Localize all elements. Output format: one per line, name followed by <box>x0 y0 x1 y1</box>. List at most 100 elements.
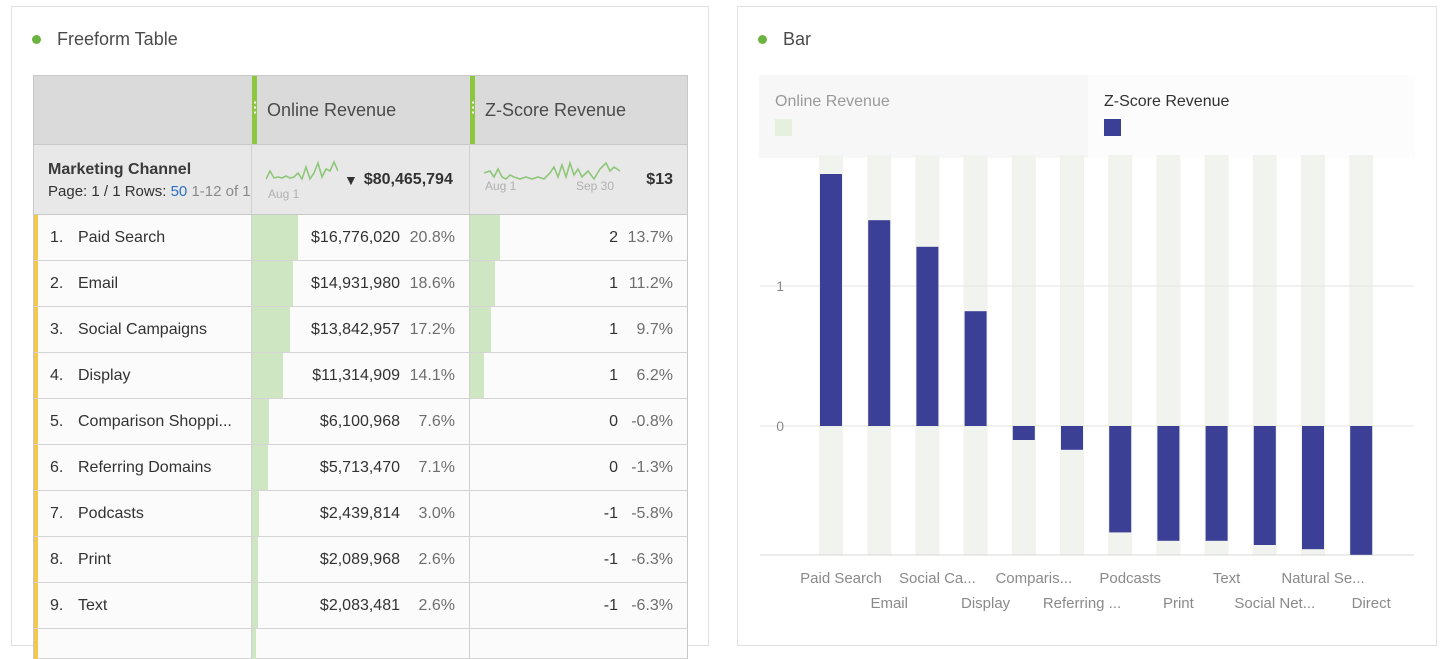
sparkline-start-label: Aug 1 <box>485 179 517 193</box>
row-revenue: $2,083,481 <box>319 596 400 614</box>
legend-label: Z-Score Revenue <box>1104 93 1230 110</box>
total-revenue: ▼ $80,465,794 <box>344 171 453 189</box>
row-revenue: $6,100,968 <box>319 412 400 430</box>
row-revenue: $13,842,957 <box>311 320 400 338</box>
panel-header: Freeform Table <box>32 29 178 50</box>
bar <box>964 311 987 426</box>
row-dimension-item[interactable]: Podcasts <box>78 504 144 522</box>
row-dimension-item[interactable]: Social Campaigns <box>78 320 207 338</box>
column-drag-handle-icon[interactable] <box>470 76 475 144</box>
panel-title[interactable]: Freeform Table <box>57 29 178 49</box>
revenue-bar-fill <box>252 537 258 582</box>
bar <box>1157 426 1180 541</box>
revenue-bar-fill <box>252 445 268 490</box>
status-dot-icon <box>758 35 767 44</box>
table-row[interactable]: 9. Text $2,083,481 2.6% -1 -6.3% <box>33 583 688 629</box>
legend-item-online-revenue[interactable]: Online Revenue <box>759 75 1088 158</box>
panel-title[interactable]: Bar <box>783 29 812 49</box>
sparkline-online-revenue <box>266 160 338 181</box>
sparkline-zscore-revenue <box>484 160 621 181</box>
page-label: Page: 1 / 1 Rows: <box>48 183 167 200</box>
row-zscore-pct: -1.3% <box>631 458 673 476</box>
row-zscore-pct: 6.2% <box>636 366 673 384</box>
row-revenue-pct: 2.6% <box>418 596 455 614</box>
x-tick-label: Social Net... <box>1234 595 1315 612</box>
row-zscore-pct: 11.2% <box>628 274 673 292</box>
row-accent <box>34 445 38 490</box>
zscore-bar-fill <box>470 215 500 260</box>
revenue-bar-fill <box>252 353 284 398</box>
row-revenue: $14,931,980 <box>311 274 400 292</box>
table-row[interactable]: 7. Podcasts $2,439,814 3.0% -1 -5.8% <box>33 491 688 537</box>
dimension-label[interactable]: Marketing Channel <box>48 161 192 178</box>
row-revenue-pct: 20.8% <box>409 228 455 246</box>
row-dimension-item[interactable]: Referring Domains <box>78 458 212 476</box>
row-number: 7. <box>50 504 64 522</box>
sparkline-end-label: Sep 30 <box>576 179 615 193</box>
x-tick-label: Direct <box>1352 595 1392 612</box>
table-row[interactable]: 4. Display $11,314,909 14.1% 1 6.2% <box>33 353 688 399</box>
row-accent <box>34 307 38 352</box>
row-revenue-pct: 7.6% <box>418 412 455 430</box>
table-row[interactable]: 6. Referring Domains $5,713,470 7.1% 0 -1.3% <box>33 445 688 491</box>
revenue-bar-fill <box>252 215 298 260</box>
row-dimension-item[interactable]: Display <box>78 366 131 384</box>
row-revenue: $2,089,968 <box>319 550 400 568</box>
column-header-online-revenue[interactable]: Online Revenue <box>267 99 397 120</box>
rows-per-page-link[interactable]: 50 <box>170 183 188 200</box>
row-number: 9. <box>50 596 64 614</box>
revenue-bar-fill <box>252 399 269 444</box>
row-number: 4. <box>50 366 64 384</box>
x-tick-label: Print <box>1163 595 1195 612</box>
row-dimension-item[interactable]: Text <box>78 596 108 614</box>
row-range: 1-12 of 1 <box>191 183 251 200</box>
row-zscore-pct: 9.7% <box>636 320 673 338</box>
row-zscore-pct: -0.8% <box>631 412 673 430</box>
table-row[interactable] <box>33 629 688 659</box>
bar <box>1012 426 1035 440</box>
row-dimension-item[interactable]: Paid Search <box>78 228 166 246</box>
freeform-table-panel: Freeform Table Online Revenue Z-Score Re… <box>11 6 709 659</box>
x-tick-label: Email <box>870 595 908 612</box>
column-header-zscore-revenue[interactable]: Z-Score Revenue <box>485 99 627 120</box>
panel-header: Bar <box>758 29 811 50</box>
row-dimension-item[interactable]: Comparison Shoppi... <box>78 412 232 430</box>
x-tick-label: Paid Search <box>800 570 882 587</box>
x-tick-label: Text <box>1213 570 1241 587</box>
bar <box>820 174 842 426</box>
revenue-bar-fill <box>252 491 259 536</box>
bar-chart-panel: Bar Online Revenue Z-Score Revenue 1 0 Pai… <box>737 6 1437 646</box>
legend-item-zscore-revenue[interactable]: Z-Score Revenue <box>1088 75 1415 158</box>
table-row[interactable]: 3. Social Campaigns $13,842,957 17.2% 1 9.7% <box>33 307 688 353</box>
row-zscore: 1 <box>609 320 618 338</box>
pagination: Page: 1 / 1 Rows: 50 1-12 of 1 <box>48 183 251 200</box>
revenue-bar-fill <box>252 583 258 628</box>
row-zscore: -1 <box>603 504 618 522</box>
table-row[interactable]: 2. Email $14,931,980 18.6% 1 11.2% <box>33 261 688 307</box>
table-row[interactable]: 1. Paid Search $16,776,020 20.8% 2 13.7% <box>33 215 688 261</box>
arrow-down-icon: ▼ <box>344 172 358 188</box>
table-row[interactable]: 5. Comparison Shoppi... $6,100,968 7.6% 0 -0.… <box>33 399 688 445</box>
column-drag-handle-icon[interactable] <box>252 76 257 144</box>
row-accent <box>34 491 38 536</box>
freeform-table: Online Revenue Z-Score Revenue Marketing… <box>33 75 688 659</box>
row-dimension-item[interactable]: Email <box>78 274 119 292</box>
row-revenue-pct: 14.1% <box>409 366 455 384</box>
row-number: 8. <box>50 550 64 568</box>
table-body: 1. Paid Search $16,776,020 20.8% 2 13.7% 2. Ema… <box>33 215 688 659</box>
y-tick-label: 0 <box>776 418 784 434</box>
row-revenue-pct: 3.0% <box>418 504 455 522</box>
table-row[interactable]: 8. Print $2,089,968 2.6% -1 -6.3% <box>33 537 688 583</box>
row-revenue: $5,713,470 <box>319 458 400 476</box>
legend-label: Online Revenue <box>775 93 890 110</box>
bar <box>1350 426 1373 555</box>
y-tick-label: 1 <box>776 278 784 294</box>
bar <box>1205 426 1228 541</box>
revenue-bar-fill <box>252 261 294 306</box>
bar <box>1061 426 1083 450</box>
row-zscore: 0 <box>609 458 618 476</box>
row-dimension-item[interactable]: Print <box>78 550 111 568</box>
row-zscore: 0 <box>609 412 618 430</box>
row-accent <box>34 537 38 582</box>
background-stripe <box>1060 155 1084 555</box>
